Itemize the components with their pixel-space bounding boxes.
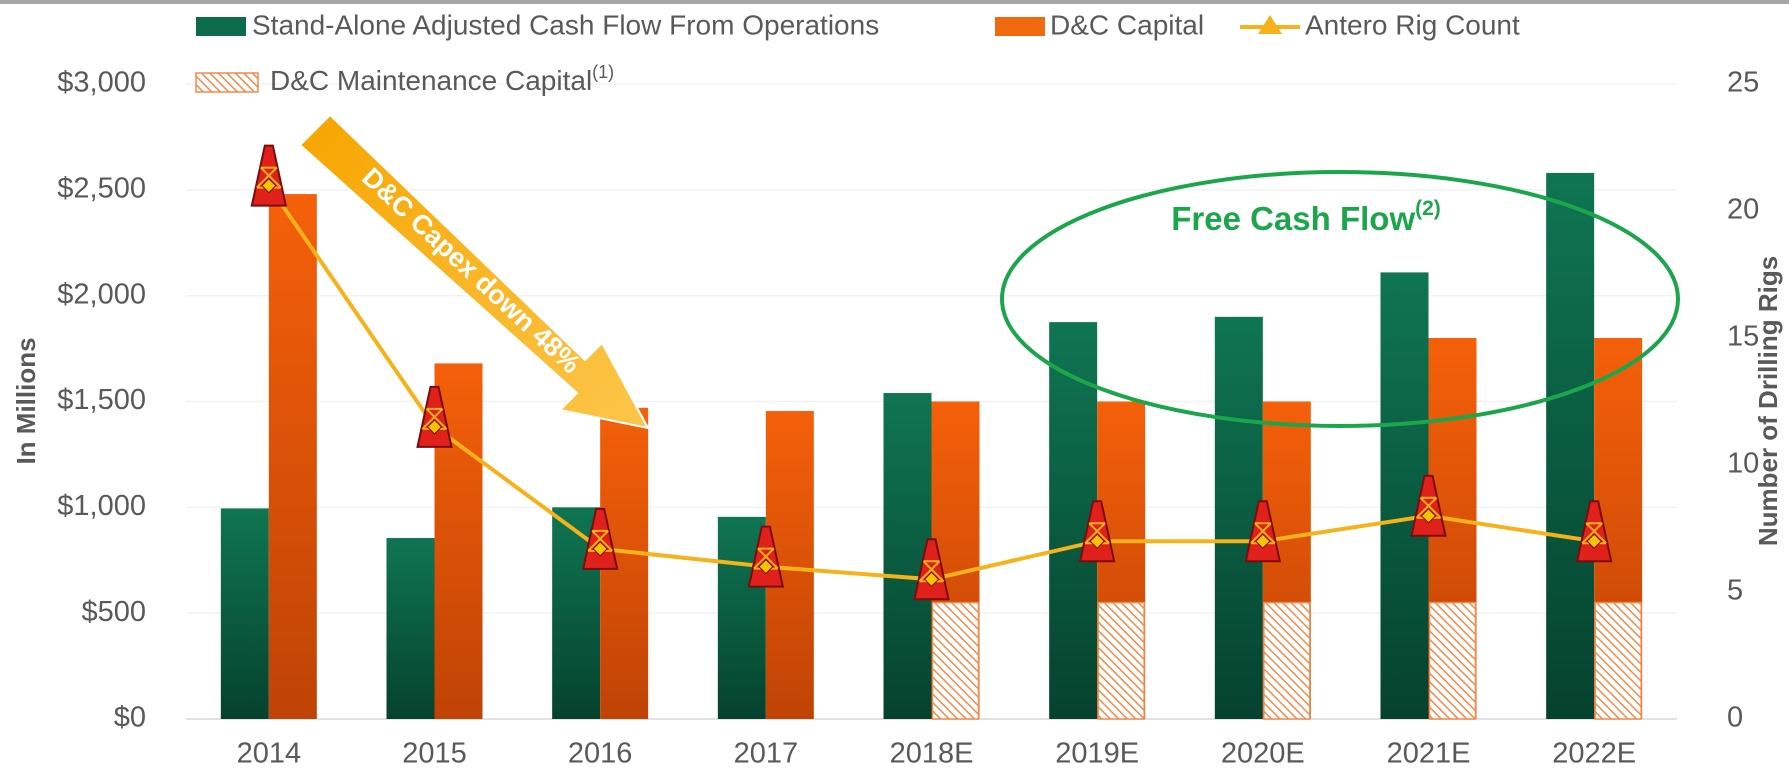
y-tick-label: $1,500 [57, 384, 146, 416]
rig-marker [1410, 474, 1447, 537]
x-tick-label: 2018E [890, 738, 974, 768]
rig-diamond [261, 177, 277, 194]
rig-diamond [1420, 508, 1437, 524]
x-tick-label: 2014 [237, 738, 302, 768]
rig-diamond [426, 419, 443, 435]
y-tick-label: $3,000 [57, 67, 146, 99]
fcf-ellipse [1000, 170, 1680, 428]
y-tick-label: $0 [114, 702, 146, 734]
y2-tick-label: 5 [1727, 575, 1743, 607]
rig-diamond [592, 541, 608, 557]
x-tick-label: 2020E [1221, 738, 1305, 768]
y-tick-label: $2,000 [57, 278, 146, 310]
bar [1263, 601, 1311, 720]
x-tick-label: 2017 [734, 738, 799, 768]
legend: Stand-Alone Adjusted Cash Flow From Oper… [195, 9, 1520, 97]
bar [1594, 601, 1642, 720]
rig-marker [1244, 500, 1282, 563]
rig-marker [416, 385, 453, 448]
bar [220, 508, 269, 719]
rig-marker [250, 144, 288, 207]
y2-tick-label: 15 [1727, 321, 1759, 353]
rig-marker [913, 538, 950, 601]
y-axis-label: In Millions [11, 337, 41, 464]
legend-swatch [995, 17, 1045, 36]
y-tick-label: $2,500 [57, 172, 146, 204]
fcf-text: Free Cash Flow [1171, 200, 1415, 237]
y2-tick-label: 0 [1727, 702, 1743, 734]
bar [1546, 172, 1595, 719]
legend-text: D&C Maintenance Capital [270, 65, 592, 96]
rig-marker [1575, 500, 1613, 563]
y2-tick-label: 20 [1727, 194, 1759, 226]
bar [931, 601, 980, 720]
legend-label: D&C Maintenance Capital(1) [270, 62, 614, 97]
bar [268, 194, 317, 720]
bar [1428, 601, 1477, 720]
x-tick-label: 2016 [568, 738, 633, 768]
legend-sup: (1) [592, 62, 614, 82]
y2-tick-label: 25 [1727, 67, 1759, 99]
y2-axis-label: Number of Drilling Rigs [1753, 256, 1783, 546]
x-tick-label: 2019E [1055, 738, 1139, 768]
bar [1097, 601, 1145, 720]
y-tick-label: $1,000 [57, 490, 146, 522]
marks [220, 144, 1643, 720]
y-tick-label: $500 [81, 596, 146, 628]
x-tick-label: 2022E [1552, 738, 1636, 768]
top-rule [0, 0, 1789, 4]
rig-diamond [923, 571, 940, 588]
fcf-sup: (2) [1415, 197, 1441, 220]
x-tick-label: 2015 [402, 738, 467, 768]
legend-swatch [195, 72, 259, 93]
arrow-label: D&C Capex down 48% [356, 162, 586, 379]
legend-swatch [1258, 15, 1282, 34]
legend-label: Antero Rig Count [1305, 9, 1520, 40]
bar [386, 538, 435, 719]
legend-swatch [196, 17, 246, 36]
rig-marker [747, 525, 785, 588]
legend-label: Stand-Alone Adjusted Cash Flow From Oper… [252, 9, 879, 40]
y2-tick-label: 10 [1727, 448, 1759, 480]
rig-marker [581, 507, 619, 570]
x-tick-label: 2021E [1387, 738, 1471, 768]
fcf-label: Free Cash Flow(2) [1171, 197, 1441, 237]
rig-diamond [1586, 533, 1602, 549]
rig-diamond [1089, 533, 1105, 549]
rig-diamond [1255, 533, 1271, 549]
arrow [298, 113, 650, 430]
legend-label: D&C Capital [1050, 9, 1204, 40]
rig-marker [1078, 500, 1116, 563]
rig-diamond [758, 558, 774, 575]
